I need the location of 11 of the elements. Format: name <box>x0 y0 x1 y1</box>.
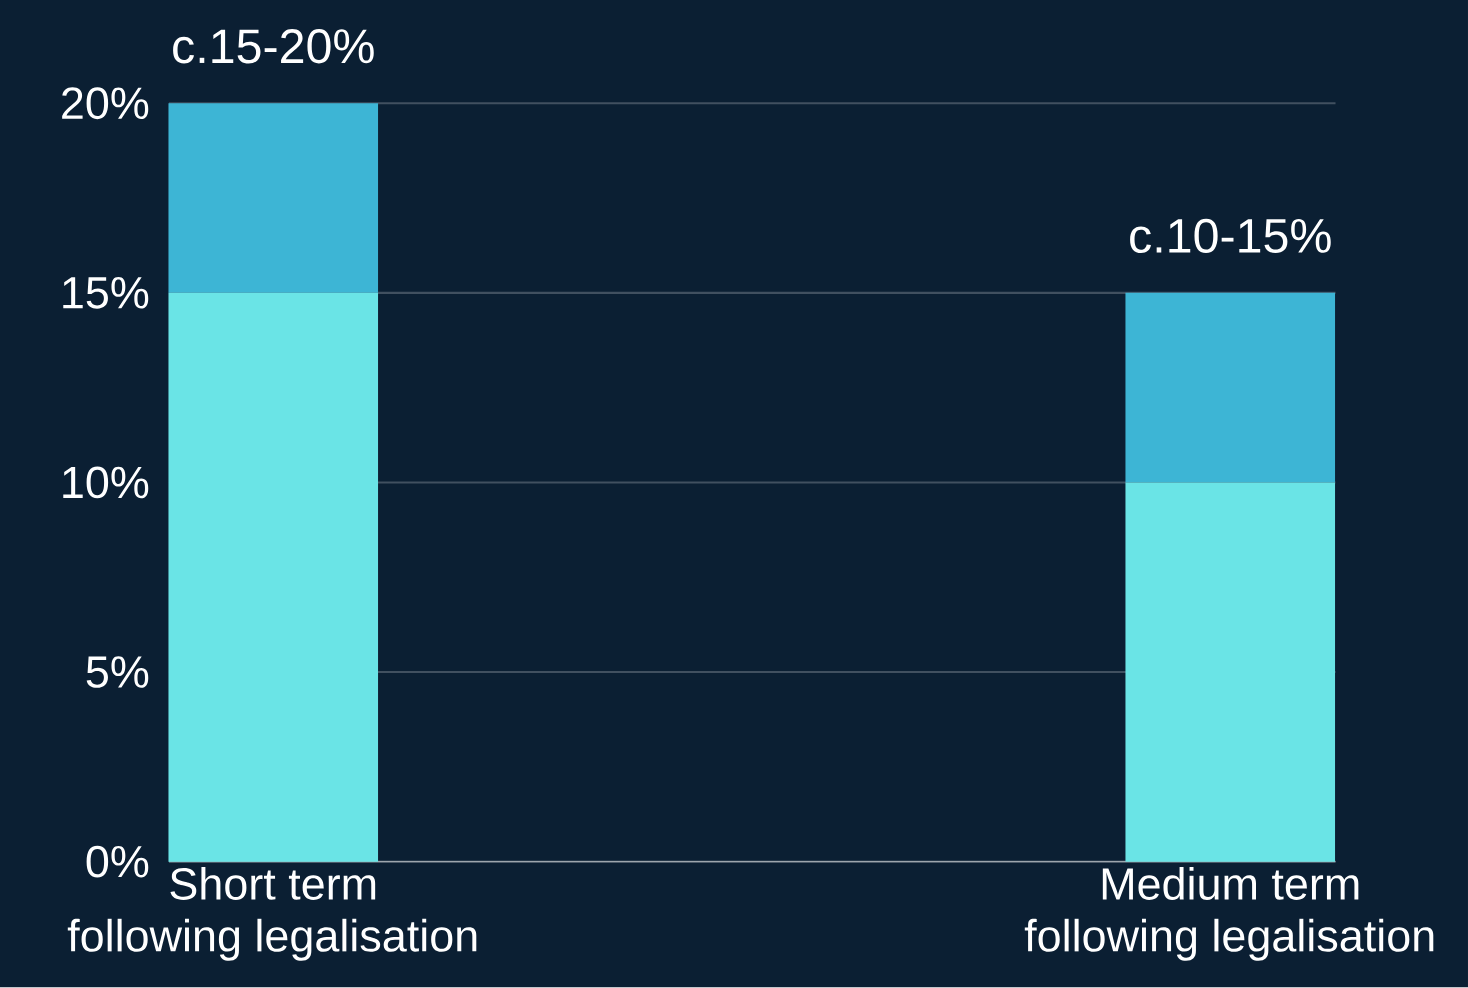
total-label: c.15-20% <box>173 29 374 64</box>
y-tick-label: 10% <box>63 466 149 499</box>
bar <box>1125 293 1336 483</box>
bar <box>168 103 379 294</box>
y-tick-label: 15% <box>63 277 149 309</box>
bar <box>1125 482 1336 862</box>
y-tick-label: 5% <box>86 656 149 689</box>
bar <box>168 293 379 862</box>
total-label: c.10-15% <box>1130 218 1331 254</box>
y-tick-label: 20% <box>62 87 149 120</box>
x-tick-label: Medium term following legalisation <box>1024 867 1434 961</box>
